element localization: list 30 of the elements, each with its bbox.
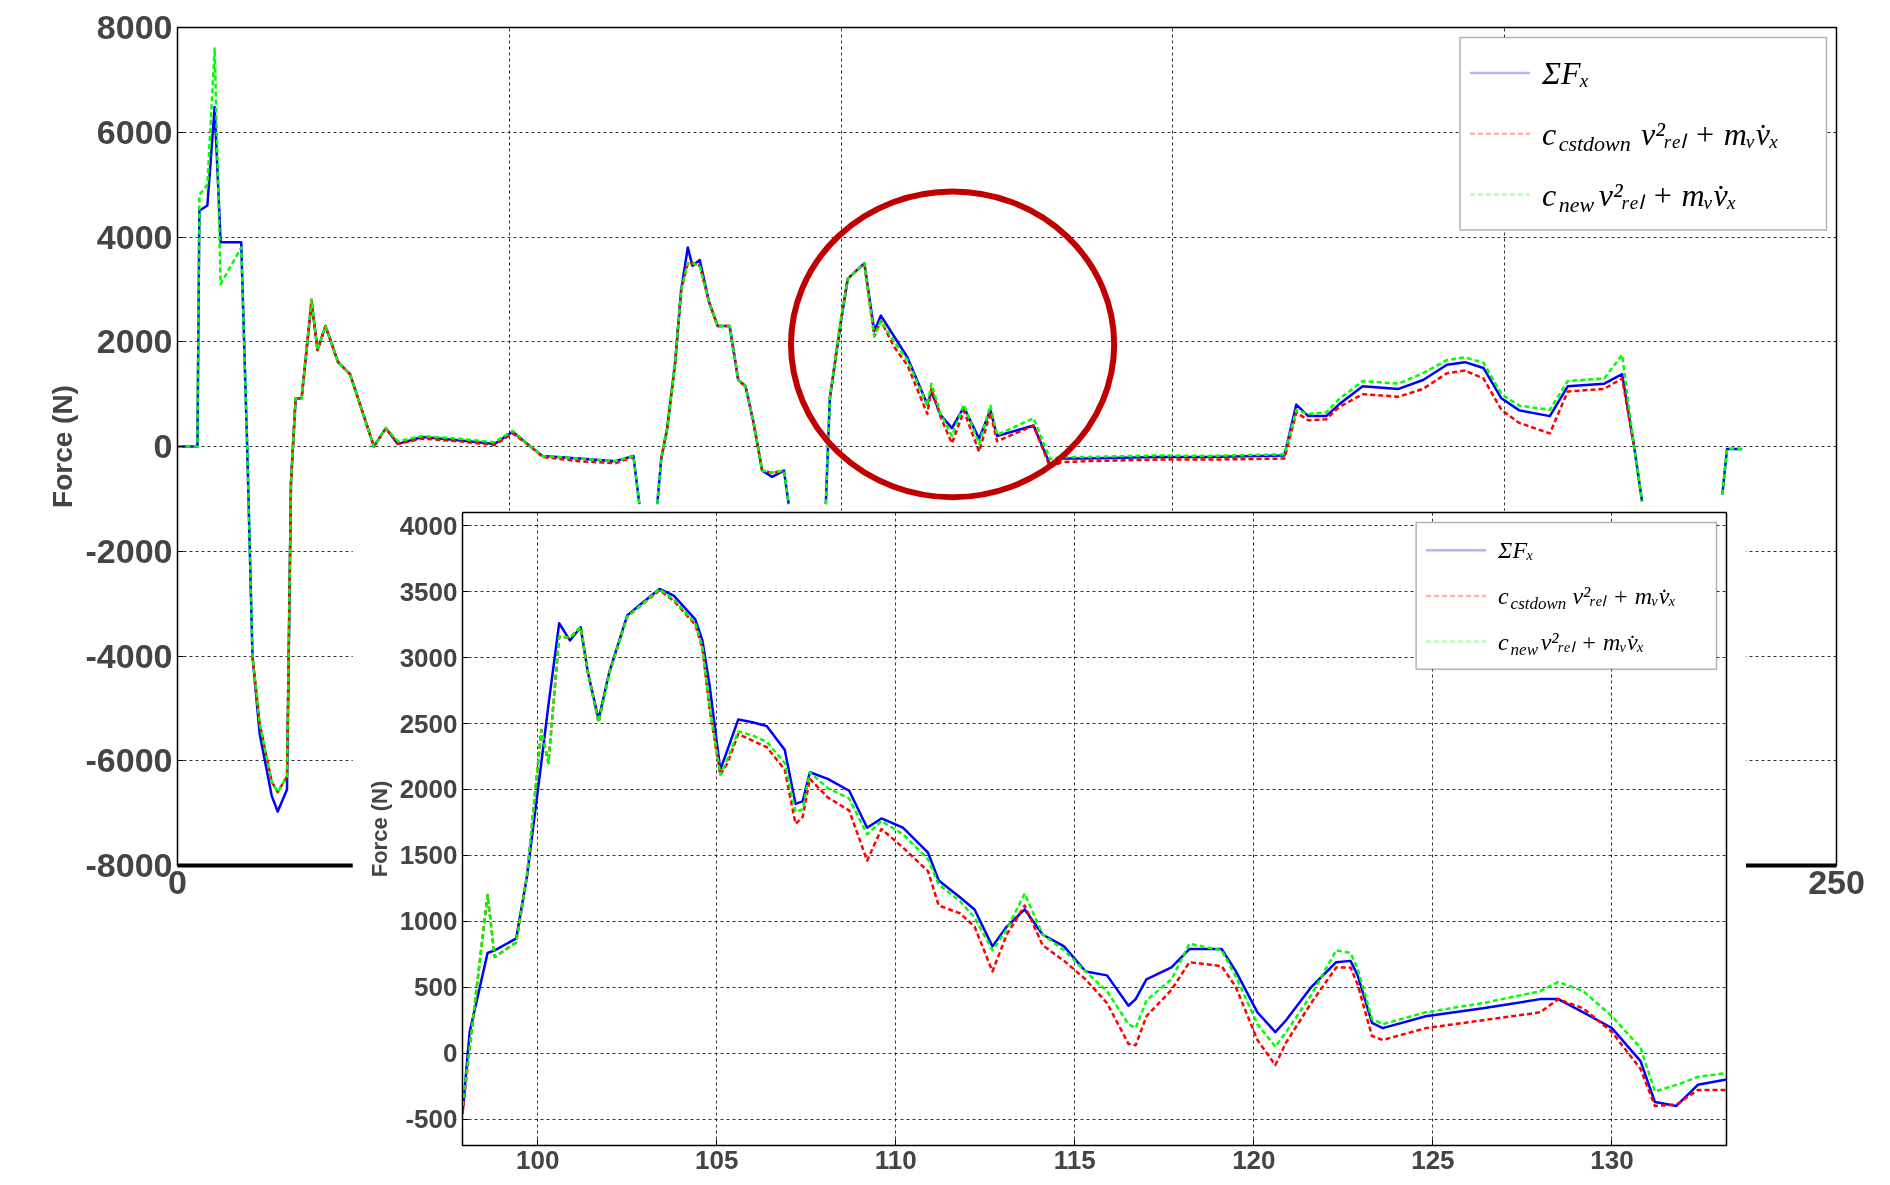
y-axis-title: Force (N) [366, 780, 392, 878]
y-tick-label: 2000 [399, 774, 458, 805]
y-axis-title: Force (N) [46, 385, 78, 508]
x-tick-label: 105 [695, 1144, 739, 1175]
y-tick-label: 6000 [96, 112, 173, 151]
x-tick-label: 130 [1590, 1144, 1634, 1175]
y-tick-label: 500 [414, 972, 458, 1003]
x-tick-label: 120 [1232, 1144, 1276, 1175]
y-tick-label: 8000 [96, 8, 173, 46]
y-tick-label: 3500 [399, 576, 458, 607]
y-tick-label: 1500 [399, 840, 458, 871]
y-tick-label: -2000 [85, 531, 173, 570]
y-tick-label: 2000 [96, 322, 173, 361]
x-tick-label: 100 [516, 1144, 560, 1175]
y-tick-label: -500 [405, 1104, 458, 1135]
y-tick-label: -6000 [85, 741, 173, 780]
y-tick-label: 3000 [399, 642, 458, 673]
x-tick-label: 125 [1411, 1144, 1455, 1175]
x-tick-label: 110 [874, 1144, 917, 1175]
y-tick-label: 1000 [399, 906, 458, 937]
y-tick-label: 2500 [399, 708, 458, 739]
y-tick-label: 0 [443, 1038, 458, 1069]
y-tick-label: 4000 [399, 510, 458, 541]
y-tick-label: 4000 [96, 217, 173, 256]
legend-label: ΣFₓ [1540, 54, 1590, 91]
x-tick-label: 115 [1053, 1144, 1096, 1175]
y-tick-label: 0 [153, 427, 173, 465]
x-tick-label: 250 [1808, 862, 1865, 901]
y-tick-label: -4000 [85, 636, 173, 675]
legend-label: ΣFₓ [1497, 537, 1534, 564]
